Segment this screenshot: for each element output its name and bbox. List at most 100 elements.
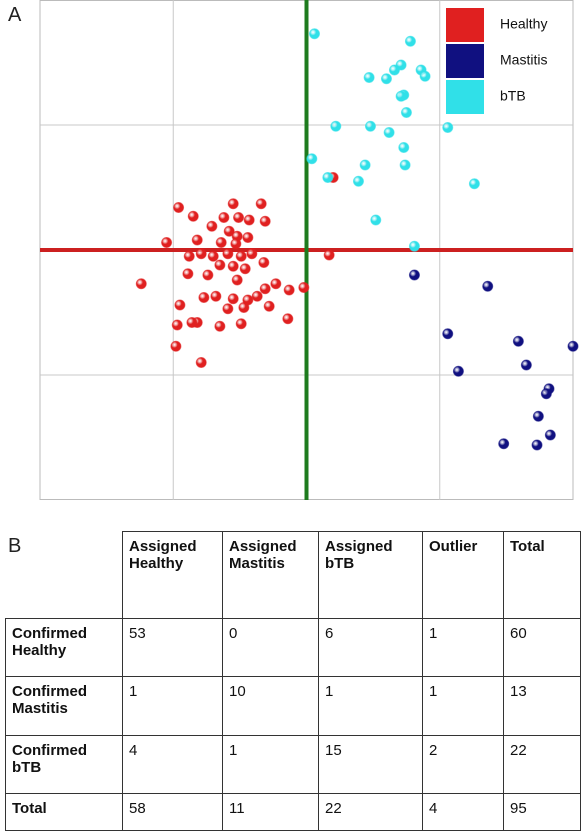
point <box>235 250 247 262</box>
table-cell: 58 <box>122 793 223 831</box>
point <box>191 234 203 246</box>
point <box>330 120 342 132</box>
point <box>419 70 431 82</box>
table-cell: 53 <box>122 618 223 677</box>
row-header: Confirmed Mastitis <box>5 676 123 736</box>
point <box>227 260 239 272</box>
column-header: Total <box>503 531 581 619</box>
point <box>364 120 376 132</box>
point <box>183 250 195 262</box>
point <box>235 318 247 330</box>
point <box>383 127 395 138</box>
point <box>363 72 375 83</box>
legend-swatch <box>446 44 484 78</box>
table-cell: 15 <box>318 735 423 794</box>
point <box>270 278 282 290</box>
table-cell: 4 <box>122 735 223 794</box>
point <box>400 107 412 118</box>
column-header: Assigned Mastitis <box>222 531 319 619</box>
point <box>186 317 198 328</box>
point <box>222 303 234 315</box>
table-cell: 0 <box>222 618 319 677</box>
table-cell: 22 <box>503 735 581 794</box>
legend-label: bTB <box>500 88 526 104</box>
point <box>195 248 207 260</box>
point <box>531 439 543 451</box>
point <box>173 202 185 213</box>
panel-label: A <box>8 4 22 26</box>
point <box>399 159 411 171</box>
point <box>206 220 218 232</box>
point <box>259 215 271 227</box>
point <box>544 429 556 441</box>
point <box>359 159 371 171</box>
point <box>395 59 407 71</box>
table-cell: 11 <box>222 793 319 831</box>
row-header: Confirmed Healthy <box>5 618 123 677</box>
point <box>238 302 250 313</box>
corner-cell <box>5 531 123 619</box>
point <box>512 335 524 347</box>
column-header: Assigned bTB <box>318 531 423 619</box>
table-cell: 1 <box>318 676 423 736</box>
point <box>468 178 480 190</box>
point <box>322 172 334 183</box>
column-header: Assigned Healthy <box>122 531 223 619</box>
point <box>227 293 239 305</box>
point <box>323 249 335 261</box>
point <box>161 237 173 248</box>
point <box>442 122 454 133</box>
table-row: Confirmed Mastitis 1 10 1 1 13 <box>5 676 581 736</box>
row-header: Total <box>5 793 123 831</box>
table-row: Confirmed bTB 4 1 15 2 22 <box>5 735 581 794</box>
point <box>242 232 254 243</box>
point <box>223 225 235 237</box>
point <box>498 438 510 450</box>
point <box>170 340 182 352</box>
point <box>214 320 226 332</box>
column-header: Outlier <box>422 531 504 619</box>
legend-label: Healthy <box>500 16 547 32</box>
table-cell: 6 <box>318 618 423 677</box>
point <box>283 284 295 296</box>
point <box>404 35 416 47</box>
point <box>408 269 420 281</box>
point <box>187 210 199 222</box>
header-row: Assigned Healthy Assigned Mastitis Assigne… <box>5 531 581 619</box>
table-cell: 1 <box>422 676 504 736</box>
table-cell: 1 <box>122 676 223 736</box>
point <box>222 248 234 260</box>
point <box>218 212 230 223</box>
point <box>215 237 227 248</box>
point <box>214 259 226 271</box>
point <box>195 357 207 368</box>
point <box>532 410 544 422</box>
table-cell: 13 <box>503 676 581 736</box>
point <box>239 263 251 275</box>
point <box>171 319 183 331</box>
point <box>395 90 407 102</box>
legend-swatch <box>446 8 484 42</box>
point <box>452 365 464 377</box>
point <box>135 278 147 290</box>
point <box>258 257 270 268</box>
point <box>306 153 318 165</box>
table-cell: 22 <box>318 793 423 831</box>
table-row: Total 58 11 22 4 95 <box>5 793 581 831</box>
point <box>298 282 310 293</box>
table-cell: 60 <box>503 618 581 677</box>
point <box>198 292 210 303</box>
point <box>380 73 392 85</box>
scatter-chart: Healthy Mastitis bTB <box>39 0 579 500</box>
point <box>352 175 364 187</box>
point <box>482 280 494 292</box>
table-cell: 2 <box>422 735 504 794</box>
legend-label: Mastitis <box>500 52 547 68</box>
point <box>251 290 263 302</box>
point <box>182 268 194 280</box>
point <box>230 238 242 250</box>
point <box>174 299 186 311</box>
table-cell: 10 <box>222 676 319 736</box>
table-cell: 95 <box>503 793 581 831</box>
